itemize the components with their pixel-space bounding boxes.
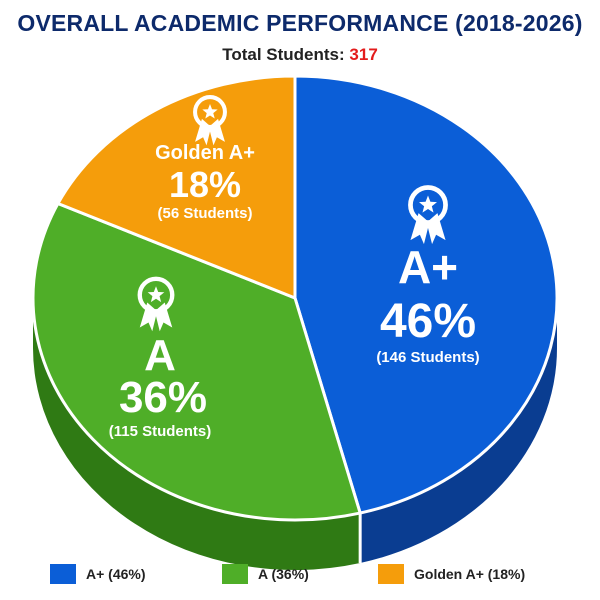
chart-title: OVERALL ACADEMIC PERFORMANCE (2018-2026) bbox=[17, 10, 583, 36]
slice-label-golden: Golden A+ bbox=[155, 142, 255, 164]
pie-slice-aplus bbox=[293, 74, 559, 515]
award-ribbon-icon bbox=[408, 185, 448, 245]
pie-slice-golden bbox=[56, 74, 297, 300]
legend-item-aplus: A+ (46%) bbox=[50, 563, 146, 585]
pie-top bbox=[31, 74, 559, 522]
legend-label-golden: Golden A+ (18%) bbox=[414, 566, 526, 582]
pie-depth bbox=[32, 298, 557, 571]
slice-label-a: A bbox=[144, 331, 176, 380]
legend-label-a: A (36%) bbox=[258, 566, 309, 582]
slice-percent-golden: 18% bbox=[169, 164, 241, 205]
legend: A+ (46%) A (36%) Golden A+ (18%) bbox=[0, 563, 600, 585]
legend-swatch-aplus bbox=[50, 564, 76, 584]
award-ribbon-icon bbox=[193, 95, 227, 146]
slice-count-golden: (56 Students) bbox=[157, 205, 252, 222]
legend-label-aplus: A+ (46%) bbox=[86, 566, 146, 582]
legend-swatch-golden bbox=[378, 564, 404, 584]
slice-count-aplus: (146 Students) bbox=[376, 349, 479, 366]
slice-percent-a: 36% bbox=[119, 373, 207, 422]
legend-item-golden: Golden A+ (18%) bbox=[378, 563, 525, 585]
slice-percent-aplus: 46% bbox=[380, 295, 476, 348]
pie-slice-a bbox=[31, 201, 362, 522]
chart-subtitle: Total Students: 317 bbox=[0, 45, 600, 65]
total-students-value: 317 bbox=[349, 45, 378, 64]
pie-side-aplus bbox=[360, 298, 557, 564]
slice-label-aplus: A+ bbox=[398, 241, 458, 293]
slice-count-a: (115 Students) bbox=[109, 423, 212, 440]
award-ribbon-icon bbox=[137, 276, 175, 332]
pie-side-a bbox=[32, 298, 361, 571]
total-students-label: Total Students: bbox=[222, 45, 350, 64]
legend-item-a: A (36%) bbox=[222, 563, 309, 585]
pie-labels: A+46%(146 Students) A36%(115 Students) Gol… bbox=[109, 95, 480, 440]
legend-swatch-a bbox=[222, 564, 248, 584]
